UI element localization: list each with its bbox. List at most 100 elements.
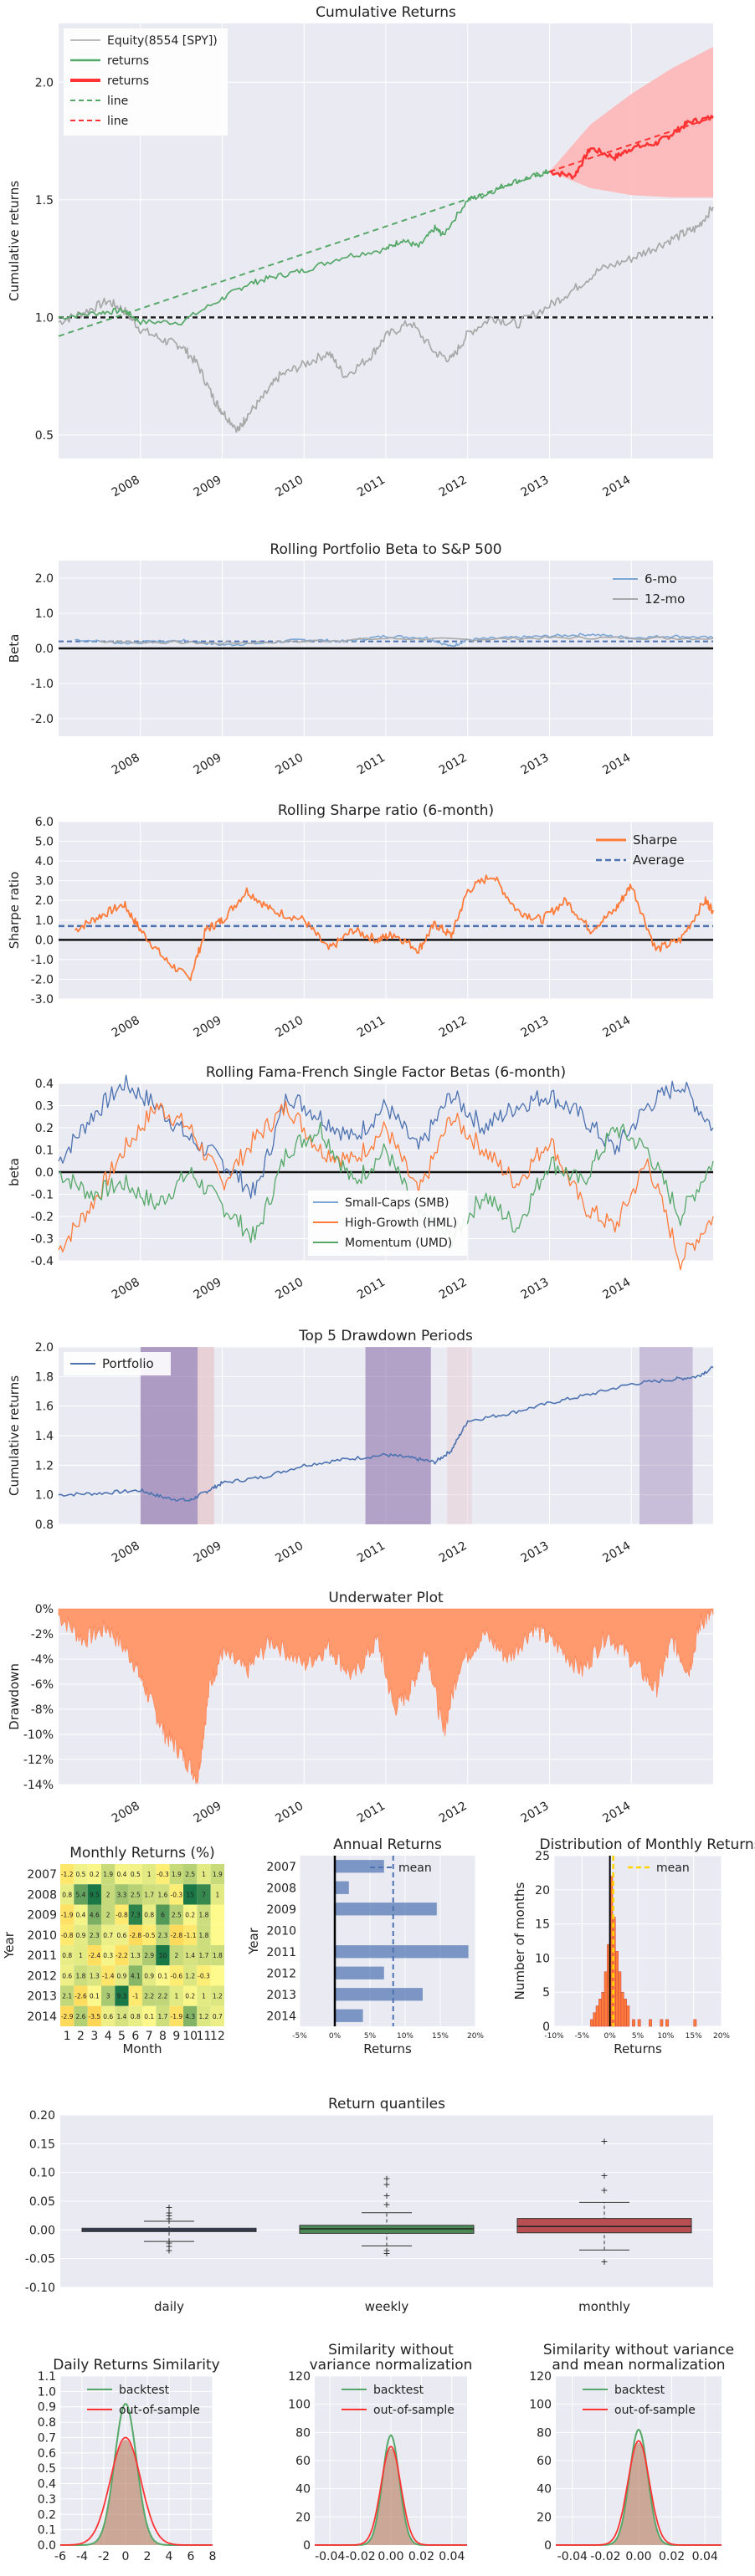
y-tick-label: 0.8 <box>38 2416 56 2430</box>
heatmap-value: 0.6 <box>103 2013 113 2020</box>
y-tick-label: 0% <box>35 1603 54 1616</box>
heatmap-value: 0.8 <box>62 1891 72 1898</box>
quantile-box <box>516 2218 692 2234</box>
heatmap-value: 0.4 <box>76 1912 86 1919</box>
y-tick-label: 2.0 <box>35 894 54 908</box>
heatmap-value: 2 <box>106 1912 110 1919</box>
y-tick-label: 1.1 <box>38 2370 56 2384</box>
x-tick-label: 0% <box>604 2032 617 2041</box>
heatmap-cell <box>156 1985 170 2006</box>
x-tick-label: 2014 <box>600 1800 633 1826</box>
y-tick-label: 0.05 <box>29 2195 55 2209</box>
outlier-marker: + <box>600 2170 608 2181</box>
x-tick-label: 2010 <box>273 1800 306 1826</box>
bar <box>335 2009 363 2022</box>
heatmap-cell <box>169 1965 183 1986</box>
x-tick-label: 0 <box>122 2550 130 2563</box>
series-line <box>99 636 714 645</box>
histogram-bar <box>624 1999 627 2027</box>
y-tick-label: 60 <box>537 2455 552 2468</box>
y-tick-label: 80 <box>537 2426 552 2440</box>
y-tick-label: 40 <box>295 2483 311 2497</box>
x-tick-label: 8 <box>209 2550 217 2563</box>
outlier-marker: + <box>165 2237 172 2248</box>
heatmap-cell <box>115 1884 129 1905</box>
x-tick-label: 2014 <box>600 1539 633 1566</box>
heatmap-cell <box>101 1904 116 1925</box>
legend-label: mean <box>656 1862 690 1875</box>
heatmap-cell <box>197 1965 211 1986</box>
heatmap-cell <box>169 1864 183 1885</box>
heatmap-cell <box>142 1904 157 1925</box>
y-tick-label: 100 <box>288 2399 311 2412</box>
outlier-marker: + <box>383 2190 390 2201</box>
outlier-marker: + <box>165 2241 172 2252</box>
x-tick-label: 0.00 <box>378 2550 403 2563</box>
legend-label: Portfolio <box>102 1356 154 1371</box>
y-tick-label: 0.5 <box>38 2462 56 2476</box>
heatmap-value: 0.5 <box>76 1871 86 1878</box>
y-tick-label: 2009 <box>266 1903 296 1917</box>
heatmap-value: 0.9 <box>144 1972 154 1979</box>
heatmap-value: -1.9 <box>61 1912 74 1919</box>
legend-label: out-of-sample <box>373 2404 455 2417</box>
sim_var_mean-chart: -0.04 -0.02 0.00 0.02 0.04 0 20 40 60 80 100 120 bac… <box>529 2342 734 2563</box>
legend-label: 6-mo <box>645 571 677 586</box>
y-tick-label: 2007 <box>266 1861 296 1874</box>
chart-title: Rolling Sharpe ratio (6-month) <box>278 802 494 819</box>
x-tick-label: 0.00 <box>625 2550 651 2563</box>
benchmark-line <box>58 206 714 433</box>
legend-label: returns <box>107 74 149 88</box>
heatmap-cell <box>169 1924 183 1945</box>
x-tick-label: weekly <box>365 2299 409 2314</box>
x-tick-label: 5% <box>632 2032 645 2041</box>
heatmap-cell <box>101 1864 116 1885</box>
y-tick-label: 0.1 <box>38 2524 56 2538</box>
heatmap-value: -2.2 <box>116 1952 128 1959</box>
x-tick-label: 2008 <box>110 751 142 778</box>
y-tick-label: -6% <box>31 1678 54 1692</box>
heatmap-value: -3.5 <box>89 2013 101 2020</box>
histogram-bar <box>595 2005 599 2027</box>
x-tick-label: 2011 <box>355 1800 388 1826</box>
heatmap-value: 1 <box>79 1952 83 1959</box>
heatmap-cell <box>169 1904 183 1925</box>
y-axis-label: Year <box>246 1927 261 1955</box>
x-axis-label: Returns <box>363 2041 412 2056</box>
x-tick-label: 3 <box>90 2030 98 2043</box>
x-tick-label: -0.02 <box>345 2550 375 2563</box>
heatmap-value: 1 <box>147 1871 152 1878</box>
heatmap-cell <box>115 1864 129 1885</box>
bar <box>335 1881 349 1894</box>
heatmap-value: 4.1 <box>131 1972 141 1979</box>
drawdown-period <box>198 1347 214 1524</box>
heatmap-value: -1.9 <box>171 2013 183 2020</box>
y-tick-label: -14% <box>23 1779 54 1792</box>
heatmap-value: 1 <box>174 1993 178 2000</box>
heatmap-value: 2.5 <box>172 1912 182 1919</box>
chart-title: Monthly Returns (%) <box>69 1845 215 1862</box>
legend-label: out-of-sample <box>614 2404 696 2417</box>
density-area <box>60 2440 213 2545</box>
heatmap-cell <box>74 1924 88 1945</box>
heatmap-value: 2 <box>106 1891 110 1898</box>
y-axis-label: Year <box>2 1931 17 1959</box>
out-of-sample-density <box>556 2440 722 2546</box>
y-axis-label: Number of months <box>512 1882 527 2000</box>
y-tick-label: -3.0 <box>31 993 54 1006</box>
heatmap-cell <box>142 1884 157 1905</box>
legend-label: out-of-sample <box>119 2404 200 2417</box>
histogram-bar <box>590 2019 593 2027</box>
heatmap-value: -1.4 <box>102 1972 115 1979</box>
heatmap-value: 2.1 <box>62 1993 72 2000</box>
x-tick-label: 2008 <box>110 474 142 500</box>
heatmap-value: -0.8 <box>116 1912 128 1919</box>
y-tick-label: 20 <box>537 2511 552 2524</box>
y-tick-label: 0.9 <box>38 2401 56 2415</box>
heatmap-cell <box>210 1904 224 1925</box>
x-tick-label: 2013 <box>519 474 552 500</box>
bar <box>335 1966 384 1979</box>
heatmap-cell <box>60 1945 74 1966</box>
y-axis-label: Cumulative returns <box>7 1375 22 1496</box>
legend-label: mean <box>398 1862 432 1875</box>
